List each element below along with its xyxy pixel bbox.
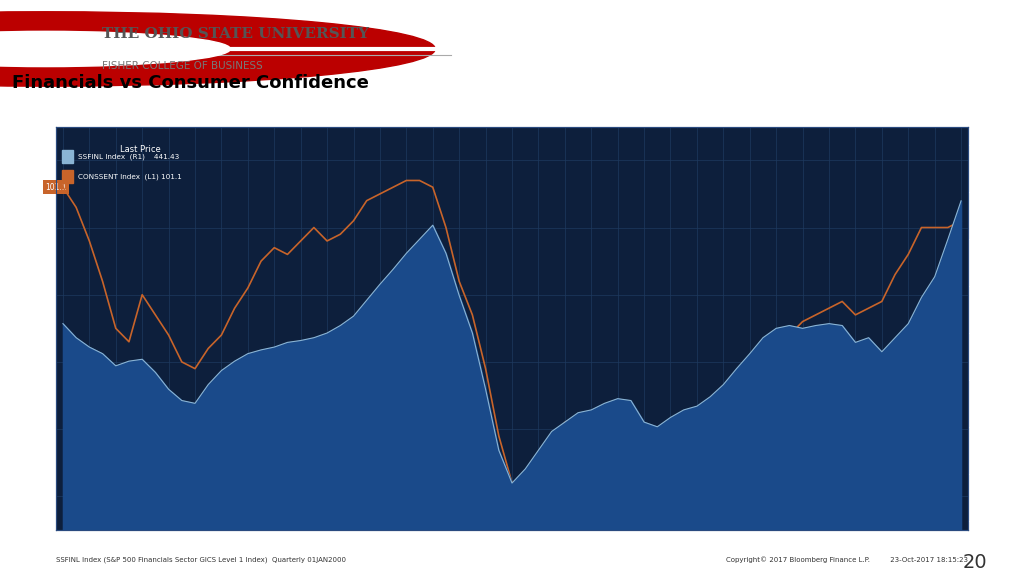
Text: SSFINL Index (S&P 500 Financials Sector GICS Level 1 Index)  Quarterly 01JAN2000: SSFINL Index (S&P 500 Financials Sector … bbox=[56, 556, 346, 563]
Text: FISHER COLLEGE OF BUSINESS: FISHER COLLEGE OF BUSINESS bbox=[102, 60, 263, 71]
Bar bbox=[61, 150, 73, 164]
Bar bbox=[61, 170, 73, 183]
Text: 20: 20 bbox=[963, 553, 987, 571]
Text: THE OHIO STATE UNIVERSITY: THE OHIO STATE UNIVERSITY bbox=[102, 28, 370, 41]
Text: 101.1: 101.1 bbox=[46, 183, 67, 192]
Circle shape bbox=[0, 12, 435, 86]
Circle shape bbox=[0, 31, 230, 67]
Text: Copyright© 2017 Bloomberg Finance L.P.         23-Oct-2017 18:15:23: Copyright© 2017 Bloomberg Finance L.P. 2… bbox=[726, 556, 968, 563]
Text: Financials vs Consumer Confidence: Financials vs Consumer Confidence bbox=[12, 74, 370, 92]
Text: 441.43: 441.43 bbox=[981, 196, 1012, 205]
Text: Last Price: Last Price bbox=[120, 145, 161, 154]
Text: CONSSENT Index  (L1) 101.1: CONSSENT Index (L1) 101.1 bbox=[78, 173, 182, 180]
Text: SSFINL Index  (R1)    441.43: SSFINL Index (R1) 441.43 bbox=[78, 154, 179, 160]
